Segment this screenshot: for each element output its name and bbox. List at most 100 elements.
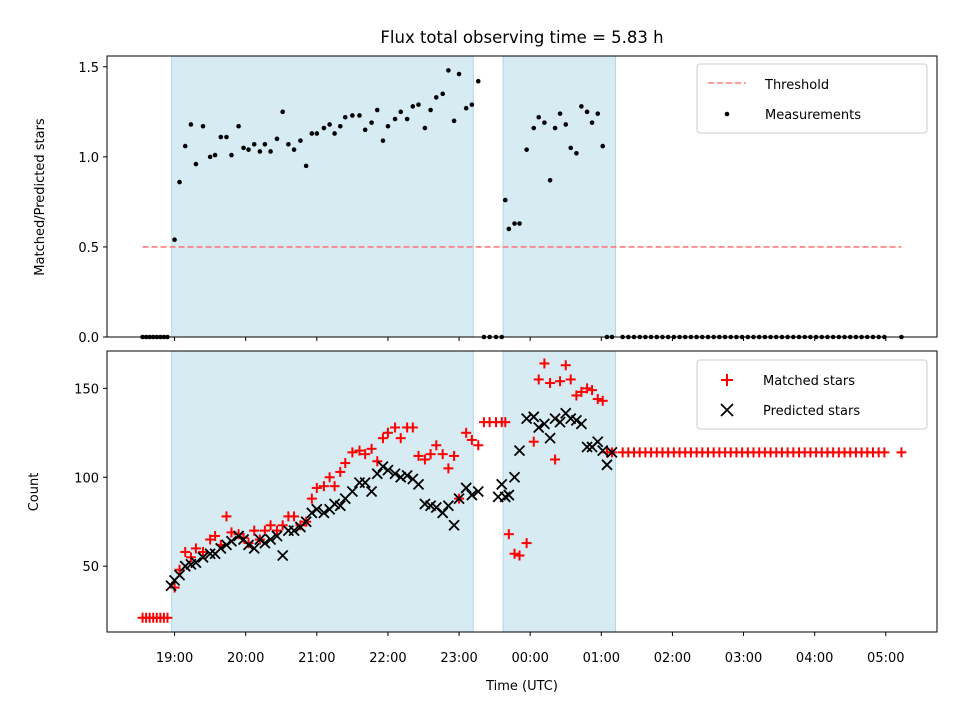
matched-stars-point — [521, 538, 532, 549]
measurements-point — [280, 109, 285, 115]
measurements-point — [314, 131, 320, 136]
predicted-stars-point — [499, 491, 511, 503]
predicted-stars-point — [395, 471, 407, 483]
measurements-point — [595, 111, 601, 116]
matched-stars-point — [377, 433, 388, 444]
predicted-stars-point — [264, 533, 277, 546]
matched-stars-point — [419, 454, 430, 465]
matched-stars-point — [466, 434, 477, 445]
predicted-stars-point — [460, 482, 472, 494]
threshold-legend-label: Threshold — [764, 78, 829, 93]
measurements-point — [416, 102, 421, 107]
y-tick-label: 1.5 — [78, 61, 99, 76]
measurements-point — [531, 125, 537, 131]
predicted-stars-point — [466, 489, 478, 501]
x-tick-label: 02:00 — [654, 651, 691, 666]
y-tick-label: 0.0 — [78, 331, 99, 346]
matched-stars-point — [413, 450, 424, 461]
matched-stars-point — [185, 552, 196, 563]
matched-stars-point — [198, 546, 209, 557]
measurements-point — [410, 104, 416, 109]
predicted-stars-point — [570, 414, 583, 426]
predicted-stars-point — [306, 507, 318, 519]
count-legend: Matched stars Predicted stars — [696, 359, 928, 430]
predicted-stars-point — [520, 412, 533, 425]
matched-stars-point — [555, 376, 566, 387]
ratio-legend-box — [696, 63, 928, 134]
y-tick-label: 100 — [74, 471, 99, 486]
matched-stars-point — [249, 525, 260, 536]
measurements-point — [512, 221, 517, 226]
matched-stars-point — [896, 447, 907, 458]
matched-stars-point — [545, 378, 556, 389]
predicted-stars-point — [606, 446, 618, 459]
predicted-stars-point — [601, 459, 613, 471]
predicted-stars-point — [334, 500, 346, 512]
predicted-stars-point — [401, 469, 413, 482]
matched-stars-point — [221, 511, 232, 522]
predicted-stars-point — [412, 478, 425, 491]
measurements-point — [357, 113, 362, 118]
matched-stars-point — [509, 548, 520, 559]
predicted-stars-point — [259, 537, 271, 549]
measurements-legend-label: Measurements — [765, 108, 861, 123]
measurements-point — [563, 122, 569, 127]
matched-stars-point — [190, 543, 201, 554]
measurements-point — [579, 104, 584, 109]
measurements-point — [321, 125, 327, 131]
matched-stars-point — [289, 511, 300, 522]
predicted-stars-point — [442, 500, 455, 512]
measurements-point — [574, 150, 579, 156]
matched-stars-point — [560, 360, 571, 371]
measurements-point — [342, 114, 348, 120]
matched-stars-point — [318, 481, 329, 492]
matched-stars-point — [503, 529, 514, 540]
measurements-point — [506, 226, 512, 232]
predicted-stars-point — [472, 485, 484, 498]
x-tick-label: 01:00 — [583, 651, 620, 666]
predicted-stars-point — [190, 557, 202, 569]
predicted-stars-point — [382, 464, 394, 476]
measurements-point — [517, 221, 522, 226]
chart-title: Flux total observing time = 5.83 h — [380, 28, 663, 47]
predicted-stars-point — [173, 569, 186, 581]
predicted-stars-point — [389, 468, 401, 480]
matched-stars-point — [311, 482, 322, 493]
ratio-panel: 0.0 0.5 1.0 1.5 Matched/Predicted stars Thr… — [33, 55, 938, 346]
matched-stars-point — [533, 374, 544, 385]
observing-window-2 — [502, 350, 617, 633]
predicted-stars-point — [554, 416, 566, 428]
matched-stars-point — [347, 447, 358, 458]
predicted-stars-point — [575, 418, 588, 430]
measurements-point — [557, 111, 563, 116]
measurements-point — [568, 145, 574, 151]
y-tick-label: 150 — [74, 382, 99, 397]
measurements-point — [229, 152, 234, 158]
matched-stars-point — [461, 427, 472, 438]
matched-stars-point — [539, 358, 550, 369]
predicted-stars-point — [248, 542, 260, 555]
matched-stars-point — [443, 463, 454, 474]
matched-stars-point — [449, 450, 460, 461]
measurements-point — [584, 109, 590, 115]
predicted-stars-point — [513, 444, 526, 457]
measurements-point — [369, 120, 374, 125]
matched-stars-point — [340, 458, 351, 469]
x-tick-label: 22:00 — [369, 651, 406, 666]
x-tick-label: 04:00 — [796, 651, 833, 666]
predicted-stars-point — [346, 485, 359, 498]
measurements-point — [188, 122, 194, 127]
matched-stars-point — [407, 422, 418, 433]
measurements-point — [236, 123, 241, 129]
measurements-point — [257, 149, 263, 154]
measurements-point — [207, 154, 213, 160]
matched-stars-point — [473, 440, 484, 451]
measurements-point — [475, 78, 481, 84]
x-axis-label: Time (UTC) — [485, 679, 558, 694]
matched-stars-point — [382, 427, 393, 438]
count-legend-box — [696, 359, 928, 430]
matched-stars-point — [265, 520, 276, 531]
predicted-stars-point — [365, 485, 378, 498]
predicted-stars-point — [503, 489, 515, 501]
measurements-point — [385, 123, 391, 129]
